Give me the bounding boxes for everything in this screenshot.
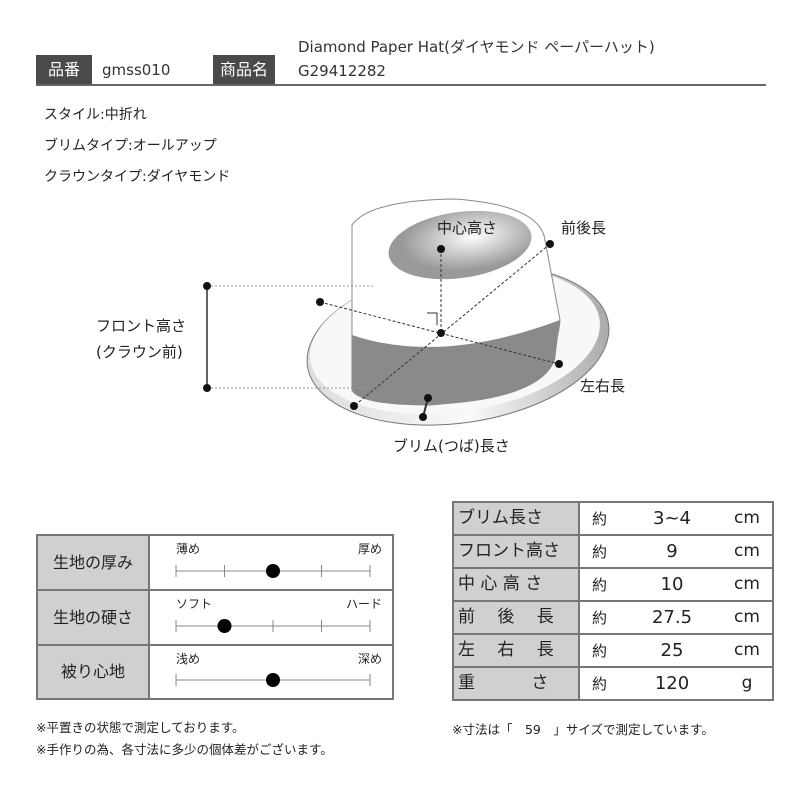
- scale-marker: [266, 673, 280, 687]
- scale-min-label: 浅め: [176, 652, 201, 666]
- note-handmade: ※手作りの為、各寸法に多少の個体差がございます。: [36, 742, 333, 757]
- spec-brim-type: ブリムタイプ:オールアップ: [44, 138, 217, 154]
- note-flat: ※平置きの状態で測定しております。: [36, 720, 245, 735]
- name-label: 商品名: [213, 55, 275, 85]
- measurement-value: 25: [622, 633, 722, 668]
- label-center-height: 中心高さ: [437, 219, 498, 237]
- measurement-value: 3~4: [622, 501, 722, 536]
- measurement-value: 10: [622, 567, 722, 602]
- scale-label: 生地の硬さ: [36, 589, 150, 646]
- measurement-label: ブリム長さ: [452, 501, 580, 536]
- label-brim-length: ブリム(つば)長さ: [393, 437, 510, 455]
- measurement-label: 前 後 長: [452, 600, 580, 635]
- measurement-label: 重 さ: [452, 666, 580, 701]
- crown-top: [388, 210, 532, 280]
- note-size: ※寸法は「 59 」サイズで測定しています。: [452, 722, 714, 737]
- scale-min-label: 薄め: [176, 542, 201, 556]
- scale-row: 生地の厚み 薄め 厚め: [36, 534, 394, 591]
- measurement-row: フロント高さ約 9 cm: [452, 534, 774, 569]
- scale-max-label: 深め: [357, 652, 382, 666]
- scale-max-label: ハード: [345, 597, 382, 611]
- measurement-value: 9: [622, 534, 722, 569]
- scale-marker: [217, 618, 232, 633]
- measurement-row: ブリム長さ約 3~4 cm: [452, 501, 774, 536]
- scale-label: 被り心地: [36, 644, 150, 700]
- approx-label: 約: [579, 666, 622, 701]
- spec-style: スタイル:中折れ: [44, 107, 147, 123]
- scale-label: 生地の厚み: [36, 534, 150, 591]
- code-value: gmss010: [102, 61, 171, 79]
- scale-cell: ソフト ハード: [148, 589, 394, 646]
- measurement-unit: cm: [722, 633, 774, 668]
- measurement-value: 27.5: [622, 600, 722, 635]
- product-number: G29412282: [298, 62, 386, 80]
- hat-band: [352, 320, 560, 405]
- scale-marker: [266, 563, 280, 578]
- scale-max-label: 厚め: [357, 542, 382, 556]
- scale-row: 生地の硬さ ソフト ハード: [36, 589, 394, 646]
- scale-row: 被り心地 浅め 深め: [36, 644, 394, 700]
- measurement-label: フロント高さ: [452, 534, 580, 569]
- measurement-unit: cm: [722, 567, 774, 602]
- measurement-unit: cm: [722, 501, 774, 536]
- scale-min-label: ソフト: [176, 597, 213, 611]
- measurement-row: 重 さ約 120 g: [452, 666, 774, 701]
- measurement-row: 前 後 長約 27.5 cm: [452, 600, 774, 635]
- measurement-value: 120: [622, 666, 722, 701]
- scale-cell: 薄め 厚め: [148, 534, 394, 591]
- measurement-unit: g: [722, 666, 774, 701]
- fabric-scale-table: 生地の厚み 薄め 厚め 生地の硬さ ソフト ハード 被り心地 浅め 深め: [36, 534, 394, 700]
- approx-label: 約: [579, 501, 622, 536]
- measurement-row: 中 心 高 さ約 10 cm: [452, 567, 774, 602]
- approx-label: 約: [579, 567, 622, 602]
- label-front-back: 前後長: [561, 219, 607, 237]
- header-divider: [36, 84, 766, 86]
- scale-cell: 浅め 深め: [148, 644, 394, 700]
- measurement-label: 中 心 高 さ: [452, 567, 580, 602]
- approx-label: 約: [579, 633, 622, 668]
- label-front-height-sub: (クラウン前): [96, 343, 183, 361]
- approx-label: 約: [579, 534, 622, 569]
- measurement-unit: cm: [722, 534, 774, 569]
- code-label: 品番: [36, 55, 92, 85]
- spec-crown-type: クラウンタイプ:ダイヤモンド: [44, 169, 231, 185]
- measurement-row: 左 右 長約 25 cm: [452, 633, 774, 668]
- label-front-height: フロント高さ: [96, 317, 187, 335]
- measurement-label: 左 右 長: [452, 633, 580, 668]
- label-left-right: 左右長: [580, 377, 626, 395]
- measurement-unit: cm: [722, 600, 774, 635]
- product-name: Diamond Paper Hat(ダイヤモンド ペーパーハット): [298, 38, 655, 56]
- approx-label: 約: [579, 600, 622, 635]
